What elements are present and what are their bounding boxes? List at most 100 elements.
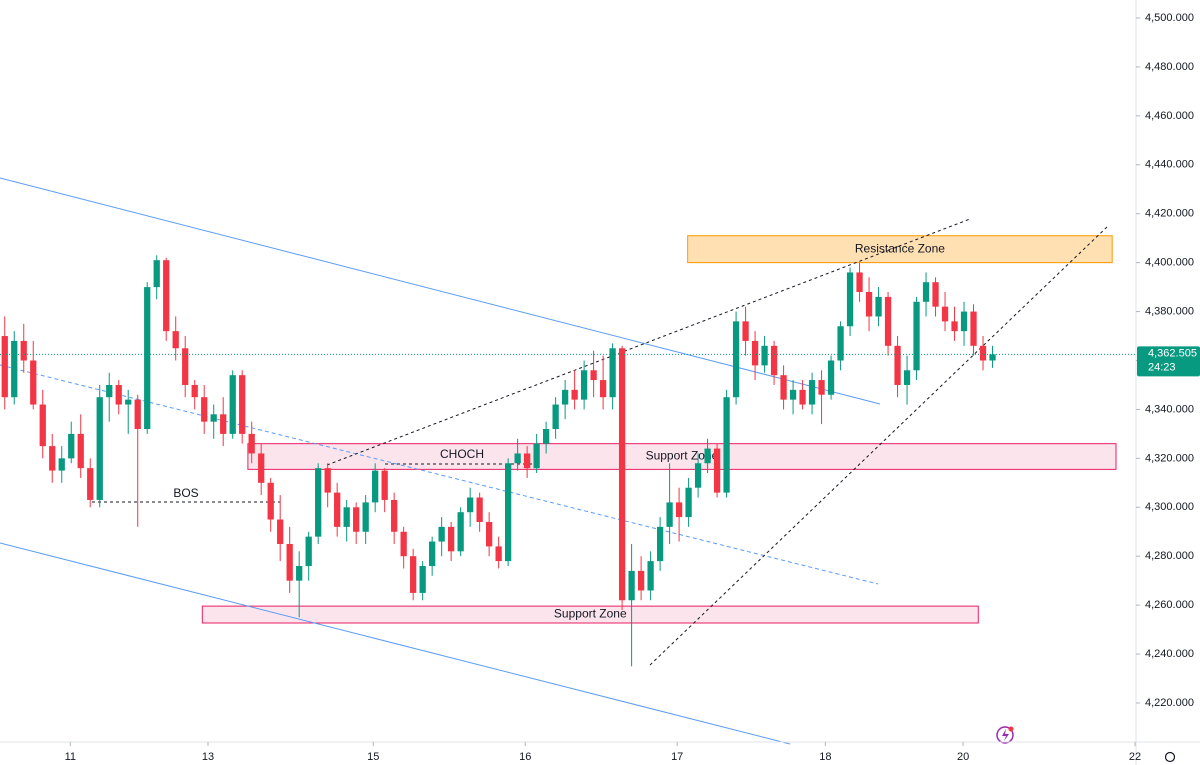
settings-icon[interactable] xyxy=(1164,751,1176,763)
candle-body xyxy=(163,260,170,332)
candle-body xyxy=(182,348,189,385)
candle-body xyxy=(628,570,635,601)
candle-body xyxy=(637,570,645,591)
y-tick-label: 4,320.000 xyxy=(1145,452,1194,464)
x-tick-label: 18 xyxy=(819,751,831,763)
candle-body xyxy=(210,414,217,422)
candle-body xyxy=(742,321,749,341)
candle-body xyxy=(837,326,844,361)
y-tick-label: 4,440.000 xyxy=(1145,159,1194,171)
zone xyxy=(247,443,1117,470)
x-tick-label: 17 xyxy=(671,751,683,763)
candle-body xyxy=(172,331,179,349)
candle-body xyxy=(951,321,958,332)
candle-body xyxy=(960,311,968,332)
y-tick-label: 4,240.000 xyxy=(1145,648,1194,660)
candle-body xyxy=(315,468,322,537)
labels: CHOCH BOS xyxy=(173,447,484,500)
candle-body xyxy=(324,468,331,493)
y-tick-label: 4,300.000 xyxy=(1145,501,1194,513)
zone-label: Resistance Zone xyxy=(855,241,945,255)
candle-body xyxy=(77,433,84,469)
y-tick-label: 4,220.000 xyxy=(1145,697,1194,709)
candle-body xyxy=(30,360,37,405)
candle-body xyxy=(590,370,597,381)
candle-body xyxy=(723,397,730,493)
candle-body xyxy=(609,348,616,398)
candle-body xyxy=(20,340,27,361)
candle-body xyxy=(305,536,312,566)
x-tick-label: 20 xyxy=(957,751,969,763)
zone xyxy=(687,235,1113,264)
candle-body xyxy=(353,507,360,532)
candle-body xyxy=(248,433,255,454)
y-tick-label: 4,340.000 xyxy=(1145,403,1194,415)
candle-body xyxy=(267,482,274,520)
candle-body xyxy=(552,404,559,429)
candle-body xyxy=(989,354,996,361)
candle-body xyxy=(381,470,388,500)
candle-body xyxy=(827,360,835,395)
candle-body xyxy=(884,296,892,346)
candle-body xyxy=(343,507,350,527)
candle-body xyxy=(865,292,873,317)
candle-body xyxy=(419,566,426,593)
candle-body xyxy=(808,380,816,405)
candle-body xyxy=(410,556,417,593)
y-tick-label: 4,400.000 xyxy=(1145,257,1194,269)
candle-body xyxy=(258,453,265,483)
candle-body xyxy=(713,448,721,493)
y-tick-label: 4,460.000 xyxy=(1145,110,1194,122)
y-tick-label: 4,280.000 xyxy=(1145,550,1194,562)
candle-body xyxy=(932,282,939,307)
candle-body xyxy=(334,492,341,527)
candle-body xyxy=(106,384,113,398)
y-tick-label: 4,260.000 xyxy=(1145,599,1194,611)
alert-bolt xyxy=(1002,729,1009,741)
x-tick-label: 13 xyxy=(202,751,214,763)
y-tick-label: 4,480.000 xyxy=(1145,61,1194,73)
candle-body xyxy=(486,521,493,547)
candle-body xyxy=(647,561,654,591)
candle-body xyxy=(239,375,246,434)
candle-body xyxy=(58,458,65,471)
candle-body xyxy=(429,541,436,566)
candle-body xyxy=(467,497,474,513)
candle-body xyxy=(618,348,626,601)
candle-body xyxy=(970,311,977,346)
candle-body xyxy=(856,272,863,292)
candle-body xyxy=(191,384,198,398)
bos-label: BOS xyxy=(173,486,198,500)
trend-line xyxy=(326,218,971,466)
candle-body xyxy=(780,375,787,400)
candle-body xyxy=(694,463,702,488)
trend-line xyxy=(649,225,1109,666)
candle-body xyxy=(599,380,607,398)
candle-body xyxy=(922,282,930,302)
x-tick-label: 11 xyxy=(65,751,76,763)
candle-body xyxy=(400,531,407,557)
alert-dot xyxy=(1008,726,1014,732)
candle-body xyxy=(115,384,122,405)
candle-body xyxy=(96,397,103,500)
alert-icon[interactable] xyxy=(996,726,1014,744)
candle-body xyxy=(438,526,445,542)
zone xyxy=(201,605,979,624)
candles xyxy=(1,255,996,667)
candle-body xyxy=(656,526,664,562)
icons xyxy=(996,726,1176,763)
candle-body xyxy=(296,566,303,581)
candle-body xyxy=(391,499,398,532)
y-tick-label: 4,500.000 xyxy=(1145,12,1194,24)
candle-body xyxy=(229,375,236,434)
candle-body xyxy=(675,502,683,518)
candle-body xyxy=(505,463,512,562)
candle-body xyxy=(476,497,483,522)
candle-body xyxy=(761,345,768,366)
candle-body xyxy=(49,446,56,471)
candle-body xyxy=(39,404,46,447)
candle-body xyxy=(685,487,692,518)
candle-body xyxy=(846,272,854,327)
channel-line xyxy=(0,542,791,745)
